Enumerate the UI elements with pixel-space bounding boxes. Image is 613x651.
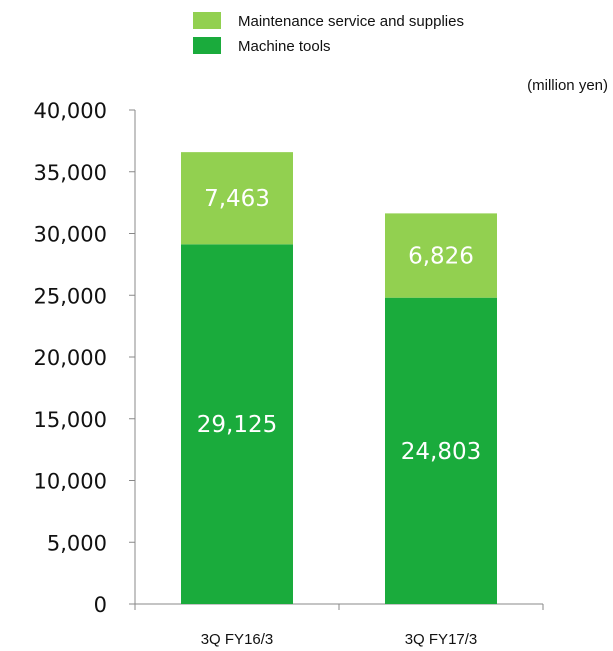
y-tick-label: 25,000 [34,284,107,308]
y-tick-label: 0 [94,593,107,617]
data-label: 24,803 [401,439,481,465]
y-tick-label: 20,000 [34,346,107,370]
legend-label: Machine tools [238,38,331,55]
y-tick-label: 10,000 [34,470,107,494]
x-tick-label: 3Q FY16/3 [201,631,274,648]
y-tick-label: 35,000 [34,161,107,185]
y-tick-label: 40,000 [34,99,107,123]
bar-segment [385,213,497,298]
x-tick-label: 3Q FY17/3 [405,631,478,648]
bars: 29,125 7,463 24,803 6,826 [181,152,497,604]
legend-label: Maintenance service and supplies [238,13,464,30]
y-tick-label: 5,000 [47,531,107,555]
data-label: 7,463 [204,186,270,212]
unit-label: (million yen) [527,77,608,94]
y-tick-label: 30,000 [34,223,107,247]
data-label: 29,125 [197,412,277,438]
y-tick-label: 15,000 [34,408,107,432]
legend-swatch [193,12,221,29]
axes: 0 5,000 10,000 15,000 20,000 25,000 30,000 35,0… [34,99,544,648]
bar-segment [181,152,293,245]
legend: Maintenance service and supplies Machine … [193,12,464,55]
data-label: 6,826 [408,244,474,270]
bar-segment [181,244,293,604]
legend-swatch [193,37,221,54]
bar-segment [385,297,497,604]
